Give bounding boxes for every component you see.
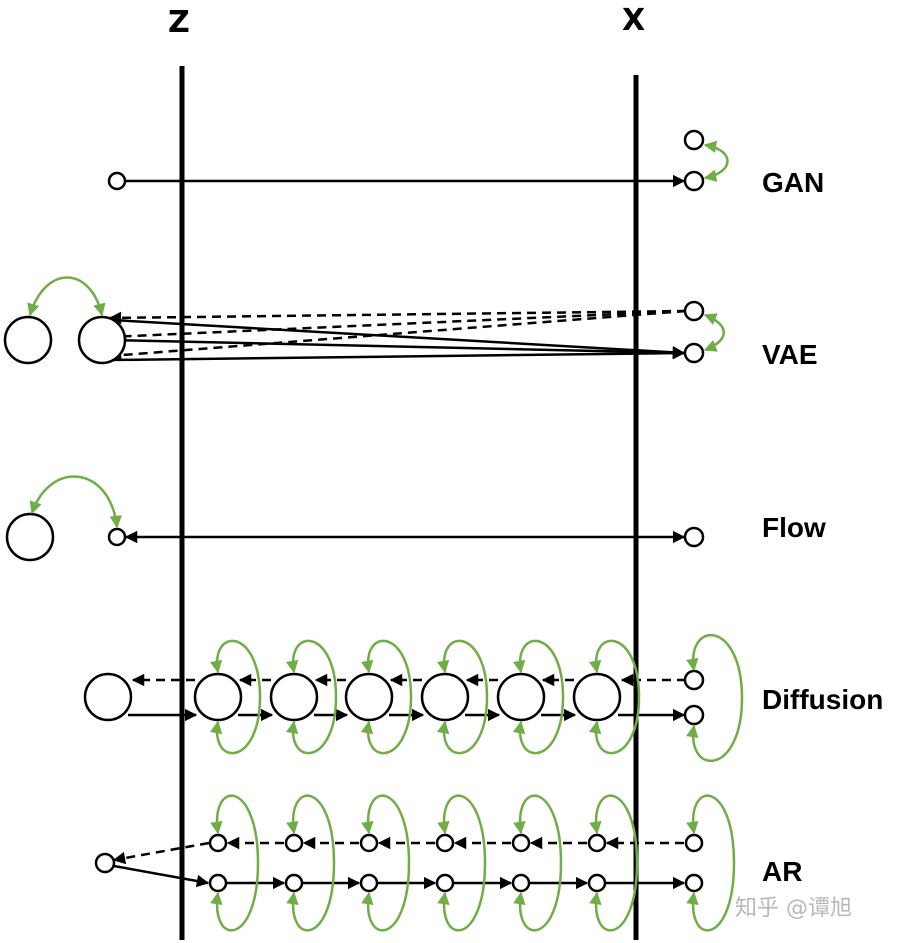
ar-reverse-arrow <box>112 841 210 865</box>
gan-dependency-arc <box>703 140 729 182</box>
flow-z-node <box>5 512 55 562</box>
vae-encoder-arrow <box>108 309 687 362</box>
diffusion-x-node <box>683 704 705 726</box>
vae-encoder-arrow <box>108 309 687 343</box>
row-label-gan: GAN <box>762 167 824 198</box>
row-label-vae: VAE <box>762 339 818 370</box>
row-label-flow: Flow <box>762 512 826 543</box>
ar-token-node <box>208 833 228 853</box>
ar-token-node <box>359 873 379 893</box>
ar-dependency-loop <box>361 794 411 932</box>
ar-dependency-loop <box>589 794 639 932</box>
diffusion-dependency-loop <box>360 639 413 755</box>
vae-x-arc <box>703 313 725 352</box>
ar-dependency-loop <box>437 794 487 932</box>
ar-token-node <box>284 833 304 853</box>
diffusion-dependency-loop <box>436 639 489 755</box>
vae-x-node <box>683 342 705 364</box>
ar-token-node <box>684 833 704 853</box>
vae-decoder-arrow <box>111 318 686 359</box>
z-axis-label: Z <box>168 5 190 40</box>
watermark: 知乎 @谭旭 <box>735 896 852 921</box>
ar-forward-arrow <box>113 864 210 888</box>
vae-z-node <box>77 315 127 365</box>
flow-z-node <box>107 527 127 547</box>
flow-x-node <box>683 526 705 548</box>
ar-token-node <box>511 873 531 893</box>
diffusion-step-node <box>496 672 546 722</box>
diffusion-dependency-loop <box>285 639 338 755</box>
ar-token-node <box>435 833 455 853</box>
ar-dependency-loop <box>210 794 260 932</box>
gan-x-node <box>683 129 705 151</box>
gan-z-node <box>107 171 127 191</box>
diffusion-step-node <box>193 672 243 722</box>
ar-token-node <box>587 833 607 853</box>
diffusion-step-node <box>269 672 319 722</box>
ar-token-node <box>684 873 704 893</box>
diffusion-dependency-loop <box>588 639 641 755</box>
vae-encoder-arrow <box>108 309 687 325</box>
ar-dependency-loop <box>686 794 736 932</box>
diffusion-step-node <box>420 672 470 722</box>
ar-token-node <box>208 873 228 893</box>
ar-token-node <box>511 833 531 853</box>
gan-x-node <box>683 170 705 192</box>
diffusion-step-node <box>344 672 394 722</box>
vae-x-node <box>683 300 705 322</box>
ar-z-node <box>94 852 116 874</box>
ar-token-node <box>435 873 455 893</box>
ar-dependency-loop <box>286 794 336 932</box>
ar-token-node <box>359 833 379 853</box>
diffusion-dependency-loop <box>686 633 744 763</box>
vae-decoder-arrow <box>111 346 686 362</box>
flow-latent-arc <box>29 475 122 529</box>
vae-decoder-arrow <box>111 338 686 359</box>
vae-z-node <box>3 315 53 365</box>
ar-dependency-loop <box>513 794 563 932</box>
diffusion-dependency-loop <box>512 639 565 755</box>
ar-token-node <box>587 873 607 893</box>
vae-latent-arc <box>27 276 106 317</box>
ar-token-node <box>284 873 304 893</box>
diffusion-z-node <box>83 672 133 722</box>
row-label-diffusion: Diffusion <box>762 684 883 715</box>
row-label-ar: AR <box>762 856 802 887</box>
diffusion-x-node <box>683 669 705 691</box>
diffusion-dependency-loop <box>209 639 262 755</box>
x-axis-label: X <box>622 3 645 38</box>
diffusion-step-node <box>572 672 622 722</box>
